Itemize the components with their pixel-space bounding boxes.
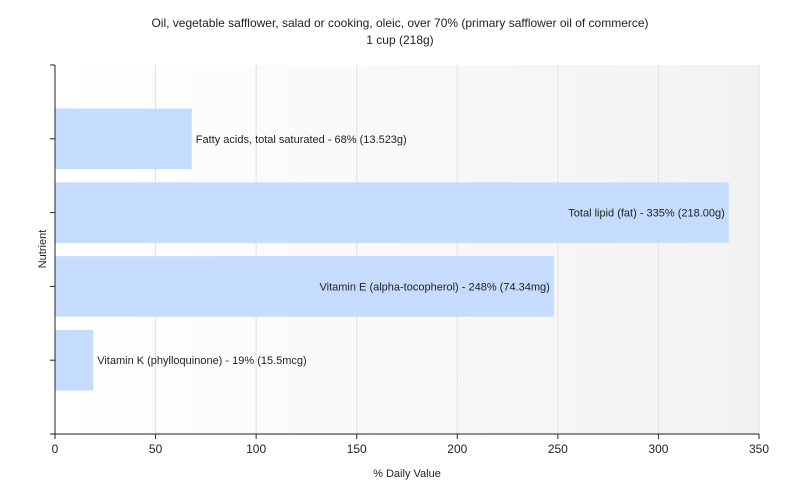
y-axis-label: Nutrient [37, 230, 49, 269]
x-axis-label: % Daily Value [373, 468, 441, 480]
bar-label: Fatty acids, total saturated - 68% (13.5… [196, 134, 407, 146]
bars: Fatty acids, total saturated - 68% (13.5… [55, 108, 729, 391]
x-tick-label: 300 [648, 442, 668, 456]
x-tick-label: 100 [246, 442, 266, 456]
bar-label: Total lipid (fat) - 335% (218.00g) [568, 208, 725, 220]
bar [55, 182, 729, 243]
x-tick-label: 200 [447, 442, 467, 456]
x-tick-label: 50 [149, 442, 163, 456]
bar [55, 108, 192, 170]
chart-title: Oil, vegetable safflower, salad or cooki… [151, 16, 648, 30]
bar-label: Vitamin K (phylloquinone) - 19% (15.5mcg… [97, 355, 307, 367]
bar [55, 256, 554, 317]
axes [50, 64, 759, 435]
x-tick-label: 350 [749, 442, 769, 456]
x-tick-label: 250 [548, 442, 568, 456]
x-ticks: 0 50 100 150 200 250 300 350 [52, 434, 769, 456]
bar [55, 329, 94, 391]
x-tick-label: 150 [347, 442, 367, 456]
chart-subtitle: 1 cup (218g) [366, 33, 433, 47]
bar-label: Vitamin E (alpha-tocopherol) - 248% (74.… [320, 281, 550, 293]
x-tick-label: 0 [52, 442, 59, 456]
